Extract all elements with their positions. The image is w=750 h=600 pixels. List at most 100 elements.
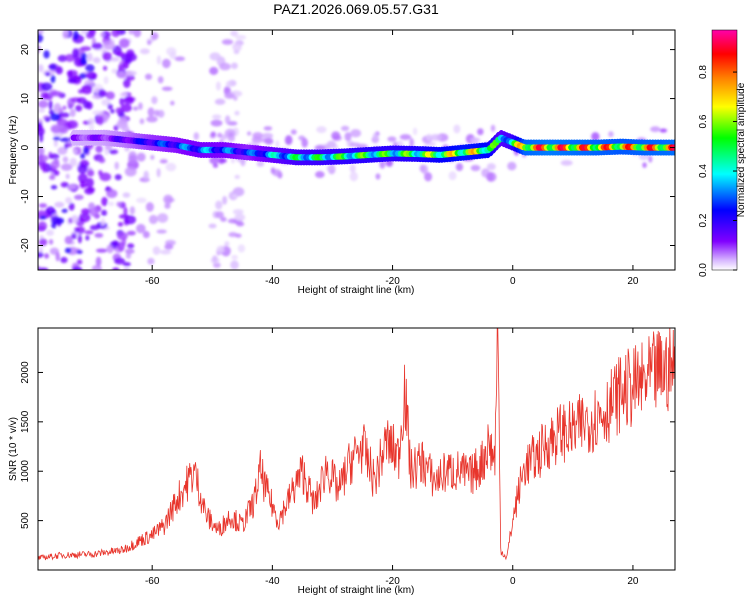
spectrogram-cell — [123, 78, 131, 88]
spectrogram-x-tick-label: -20 — [385, 276, 400, 287]
snr-x-tick-label: 20 — [627, 576, 639, 587]
spectrogram-cell — [316, 126, 327, 134]
spectrogram-cell — [125, 70, 137, 76]
spectrogram-cell — [69, 108, 76, 118]
snr-y-tick-label: 1500 — [20, 410, 31, 433]
spectrogram-cell — [101, 196, 108, 207]
spectrogram-cell — [92, 110, 104, 115]
spectrogram-cell — [162, 58, 171, 69]
spectrogram-cell — [272, 169, 282, 177]
spectrogram-cell — [117, 241, 125, 252]
spectrogram-cell — [234, 110, 240, 116]
spectrogram-cell — [157, 76, 164, 84]
spectrogram-cell — [85, 64, 95, 73]
spectrogram-cell — [608, 131, 614, 138]
spectrogram-cell — [331, 131, 341, 140]
spectrogram-cell — [117, 221, 124, 227]
spectrogram-cell — [77, 163, 88, 174]
spectrogram-cell — [217, 132, 223, 138]
spectrogram-cell — [50, 74, 56, 84]
spectrogram-cell — [64, 247, 72, 254]
spectrogram-cell — [65, 197, 72, 204]
spectrogram-cell — [142, 230, 150, 239]
spectrogram-cell — [86, 169, 95, 177]
snr-x-tick-label: -40 — [265, 576, 280, 587]
spectrogram-x-label: Height of straight line (km) — [298, 285, 415, 296]
spectrogram-cell — [129, 206, 135, 215]
spectrogram-x-tick-label: -60 — [145, 276, 160, 287]
spectrogram-cell — [38, 122, 43, 132]
spectrogram-cell — [157, 213, 169, 223]
spectrogram-cell — [38, 33, 44, 43]
spectrogram-cell — [230, 260, 239, 270]
spectrogram-cell — [60, 181, 69, 188]
spectrogram-cell — [426, 133, 432, 141]
spectrogram-cell — [118, 116, 128, 125]
spectrogram-cell — [209, 156, 220, 165]
spectrogram-cell — [469, 137, 481, 143]
spectrogram-cell — [38, 238, 48, 246]
spectrogram-cell — [208, 223, 217, 229]
spectrogram-cell — [169, 51, 177, 60]
spectrogram-cell — [120, 103, 132, 113]
snr-x-label: Height of straight line (km) — [298, 585, 415, 596]
spectrogram-cell — [49, 113, 61, 121]
spectrogram-cell — [57, 146, 68, 155]
spectrogram-cell — [122, 60, 130, 69]
spectrogram-cell — [57, 54, 68, 62]
spectrogram-cell — [49, 63, 57, 71]
spectrogram-cell — [122, 192, 131, 198]
spectrogram-cell — [76, 249, 83, 254]
colorbar-ticks: 0.0 0.2 0.4 0.6 0.8 — [698, 65, 737, 277]
spectrogram-cell — [38, 64, 44, 73]
spectrogram-cell — [118, 38, 130, 49]
spectrogram-cell — [344, 132, 352, 142]
spectrogram-cell — [128, 154, 138, 164]
spectrogram-cell — [209, 66, 219, 75]
spectrogram-cell — [117, 232, 128, 241]
spectrogram-cell — [45, 72, 51, 77]
spectrogram-cell — [62, 156, 69, 163]
spectrogram-cell — [105, 91, 115, 100]
spectrogram-cell — [349, 164, 356, 173]
spectrogram-cell — [261, 132, 274, 139]
spectrogram-cell — [103, 76, 109, 85]
spectrogram-cell — [101, 99, 111, 106]
spectrogram-cell — [256, 161, 265, 167]
spectrogram-cell — [116, 201, 122, 207]
spectrogram-cell — [147, 107, 155, 117]
spectrogram-cell — [67, 78, 77, 84]
spectrogram-cell — [85, 235, 90, 241]
spectrogram-cell — [49, 175, 56, 180]
spectrogram-cell — [132, 106, 139, 111]
spectrogram-cell — [74, 227, 80, 233]
spectrogram-cell — [85, 177, 94, 188]
spectrogram-cell — [151, 96, 158, 105]
spectrogram-cell — [38, 267, 49, 270]
spectrogram-cell — [72, 149, 78, 154]
spectrogram-cell — [159, 249, 172, 255]
spectrogram-cell — [486, 172, 497, 182]
spectrogram-cell — [44, 253, 50, 259]
spectrogram-cell — [109, 57, 120, 62]
figure-title: PAZ1.2026.069.05.57.G31 — [273, 1, 439, 17]
spectrogram-cell — [224, 241, 230, 247]
spectrogram-cell — [560, 159, 573, 166]
spectrogram-cell — [212, 262, 221, 268]
spectrogram-cell — [124, 248, 135, 254]
spectrogram-cell — [42, 162, 47, 173]
spectrogram-cell — [45, 206, 56, 215]
spectrogram-cell — [150, 154, 155, 160]
spectrogram-cell — [234, 35, 247, 40]
spectrogram-cell — [326, 140, 337, 149]
spectrogram-cell — [224, 115, 231, 125]
spectrogram-cell — [156, 168, 161, 178]
spectrogram-cell — [139, 118, 145, 125]
spectrogram-cell — [89, 122, 95, 132]
spectrogram-cell — [72, 48, 79, 59]
spectrogram-cell — [409, 138, 414, 147]
spectrogram-cell — [86, 52, 93, 62]
spectrogram-cell — [43, 50, 50, 59]
spectrogram-cell — [116, 71, 126, 79]
spectrogram-cell — [315, 171, 325, 179]
